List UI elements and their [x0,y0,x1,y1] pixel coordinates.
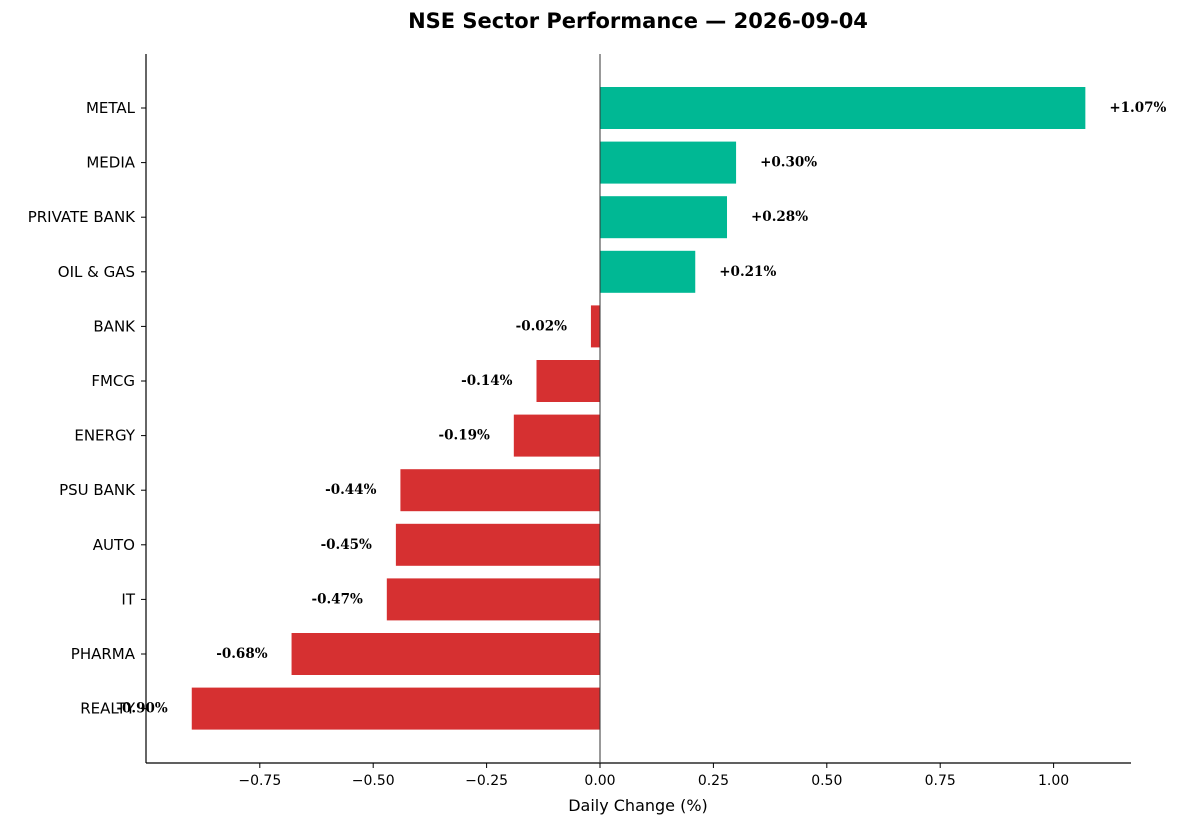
data-label: -0.90% [116,701,167,717]
category-label: AUTO [93,536,135,554]
category-label: ENERGY [74,427,135,445]
bar-auto [395,523,600,566]
data-labels: +1.07% +0.30% +0.28% +0.21% -0.02% -0.14% -0.1… [116,100,1166,717]
category-label: PSU BANK [59,481,136,499]
data-label: +0.30% [760,155,817,171]
data-label: -0.02% [516,318,567,334]
bar-realty [191,687,600,730]
category-label: IT [121,590,135,608]
data-label: -0.44% [325,482,376,498]
category-label: OIL & GAS [58,263,135,281]
category-label: BANK [93,317,136,335]
category-label: REALTY [80,700,136,718]
data-label: +0.28% [751,209,808,225]
data-label: -0.19% [439,428,490,444]
category-label: FMCG [91,372,135,390]
data-label: +1.07% [1109,100,1166,116]
bars-group [191,87,1086,730]
bar-energy [513,414,600,457]
x-tick-label: 0.50 [811,773,842,789]
data-label: -0.47% [311,591,362,607]
bar-bank [590,305,600,348]
data-label: -0.68% [216,646,267,662]
category-labels: METAL MEDIA PRIVATE BANK OIL & GAS BANK FMCG E… [28,99,146,718]
chart-title: NSE Sector Performance — 2026-09-04 [408,9,868,33]
category-label: PRIVATE BANK [28,208,136,226]
x-tick-label: −0.25 [465,773,508,789]
bar-psu-bank [400,469,600,512]
category-label: METAL [86,99,136,117]
x-axis-ticks: −0.75 −0.50 −0.25 0.00 0.25 0.50 0.75 1.00 [238,763,1069,789]
data-label: +0.21% [719,264,776,280]
data-label: -0.14% [461,373,512,389]
x-tick-label: 0.25 [698,773,729,789]
bar-it [386,578,600,621]
x-tick-label: −0.75 [238,773,281,789]
x-tick-label: 0.75 [925,773,956,789]
data-label: -0.45% [321,537,372,553]
bar-metal [600,87,1086,129]
category-label: PHARMA [71,645,136,663]
bar-oil-gas [600,250,696,293]
bar-pharma [291,633,600,675]
bar-private-bank [600,196,728,239]
bar-media [600,141,737,184]
bar-fmcg [536,360,600,402]
x-tick-label: 0.00 [584,773,615,789]
x-tick-label: −0.50 [352,773,395,789]
x-tick-label: 1.00 [1038,773,1069,789]
category-label: MEDIA [86,154,135,172]
x-axis-label: Daily Change (%) [568,796,708,815]
